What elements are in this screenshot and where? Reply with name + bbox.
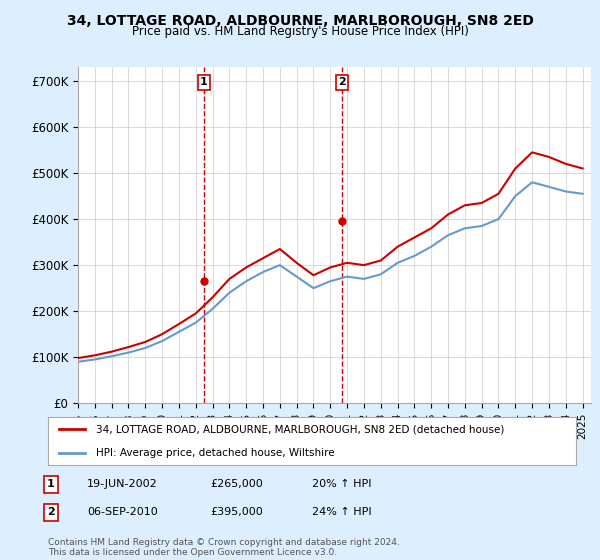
Text: 1: 1 [47,479,55,489]
Text: 34, LOTTAGE ROAD, ALDBOURNE, MARLBOROUGH, SN8 2ED (detached house): 34, LOTTAGE ROAD, ALDBOURNE, MARLBOROUGH… [95,424,504,434]
Text: 2: 2 [338,77,346,87]
Text: HPI: Average price, detached house, Wiltshire: HPI: Average price, detached house, Wilt… [95,448,334,458]
Text: Price paid vs. HM Land Registry's House Price Index (HPI): Price paid vs. HM Land Registry's House … [131,25,469,38]
Text: 19-JUN-2002: 19-JUN-2002 [87,479,158,489]
Text: 34, LOTTAGE ROAD, ALDBOURNE, MARLBOROUGH, SN8 2ED: 34, LOTTAGE ROAD, ALDBOURNE, MARLBOROUGH… [67,14,533,28]
Text: 2: 2 [47,507,55,517]
Text: 24% ↑ HPI: 24% ↑ HPI [312,507,371,517]
Text: 1: 1 [200,77,208,87]
Text: £395,000: £395,000 [210,507,263,517]
Text: 20% ↑ HPI: 20% ↑ HPI [312,479,371,489]
Text: £265,000: £265,000 [210,479,263,489]
Text: 06-SEP-2010: 06-SEP-2010 [87,507,158,517]
Text: Contains HM Land Registry data © Crown copyright and database right 2024.
This d: Contains HM Land Registry data © Crown c… [48,538,400,557]
